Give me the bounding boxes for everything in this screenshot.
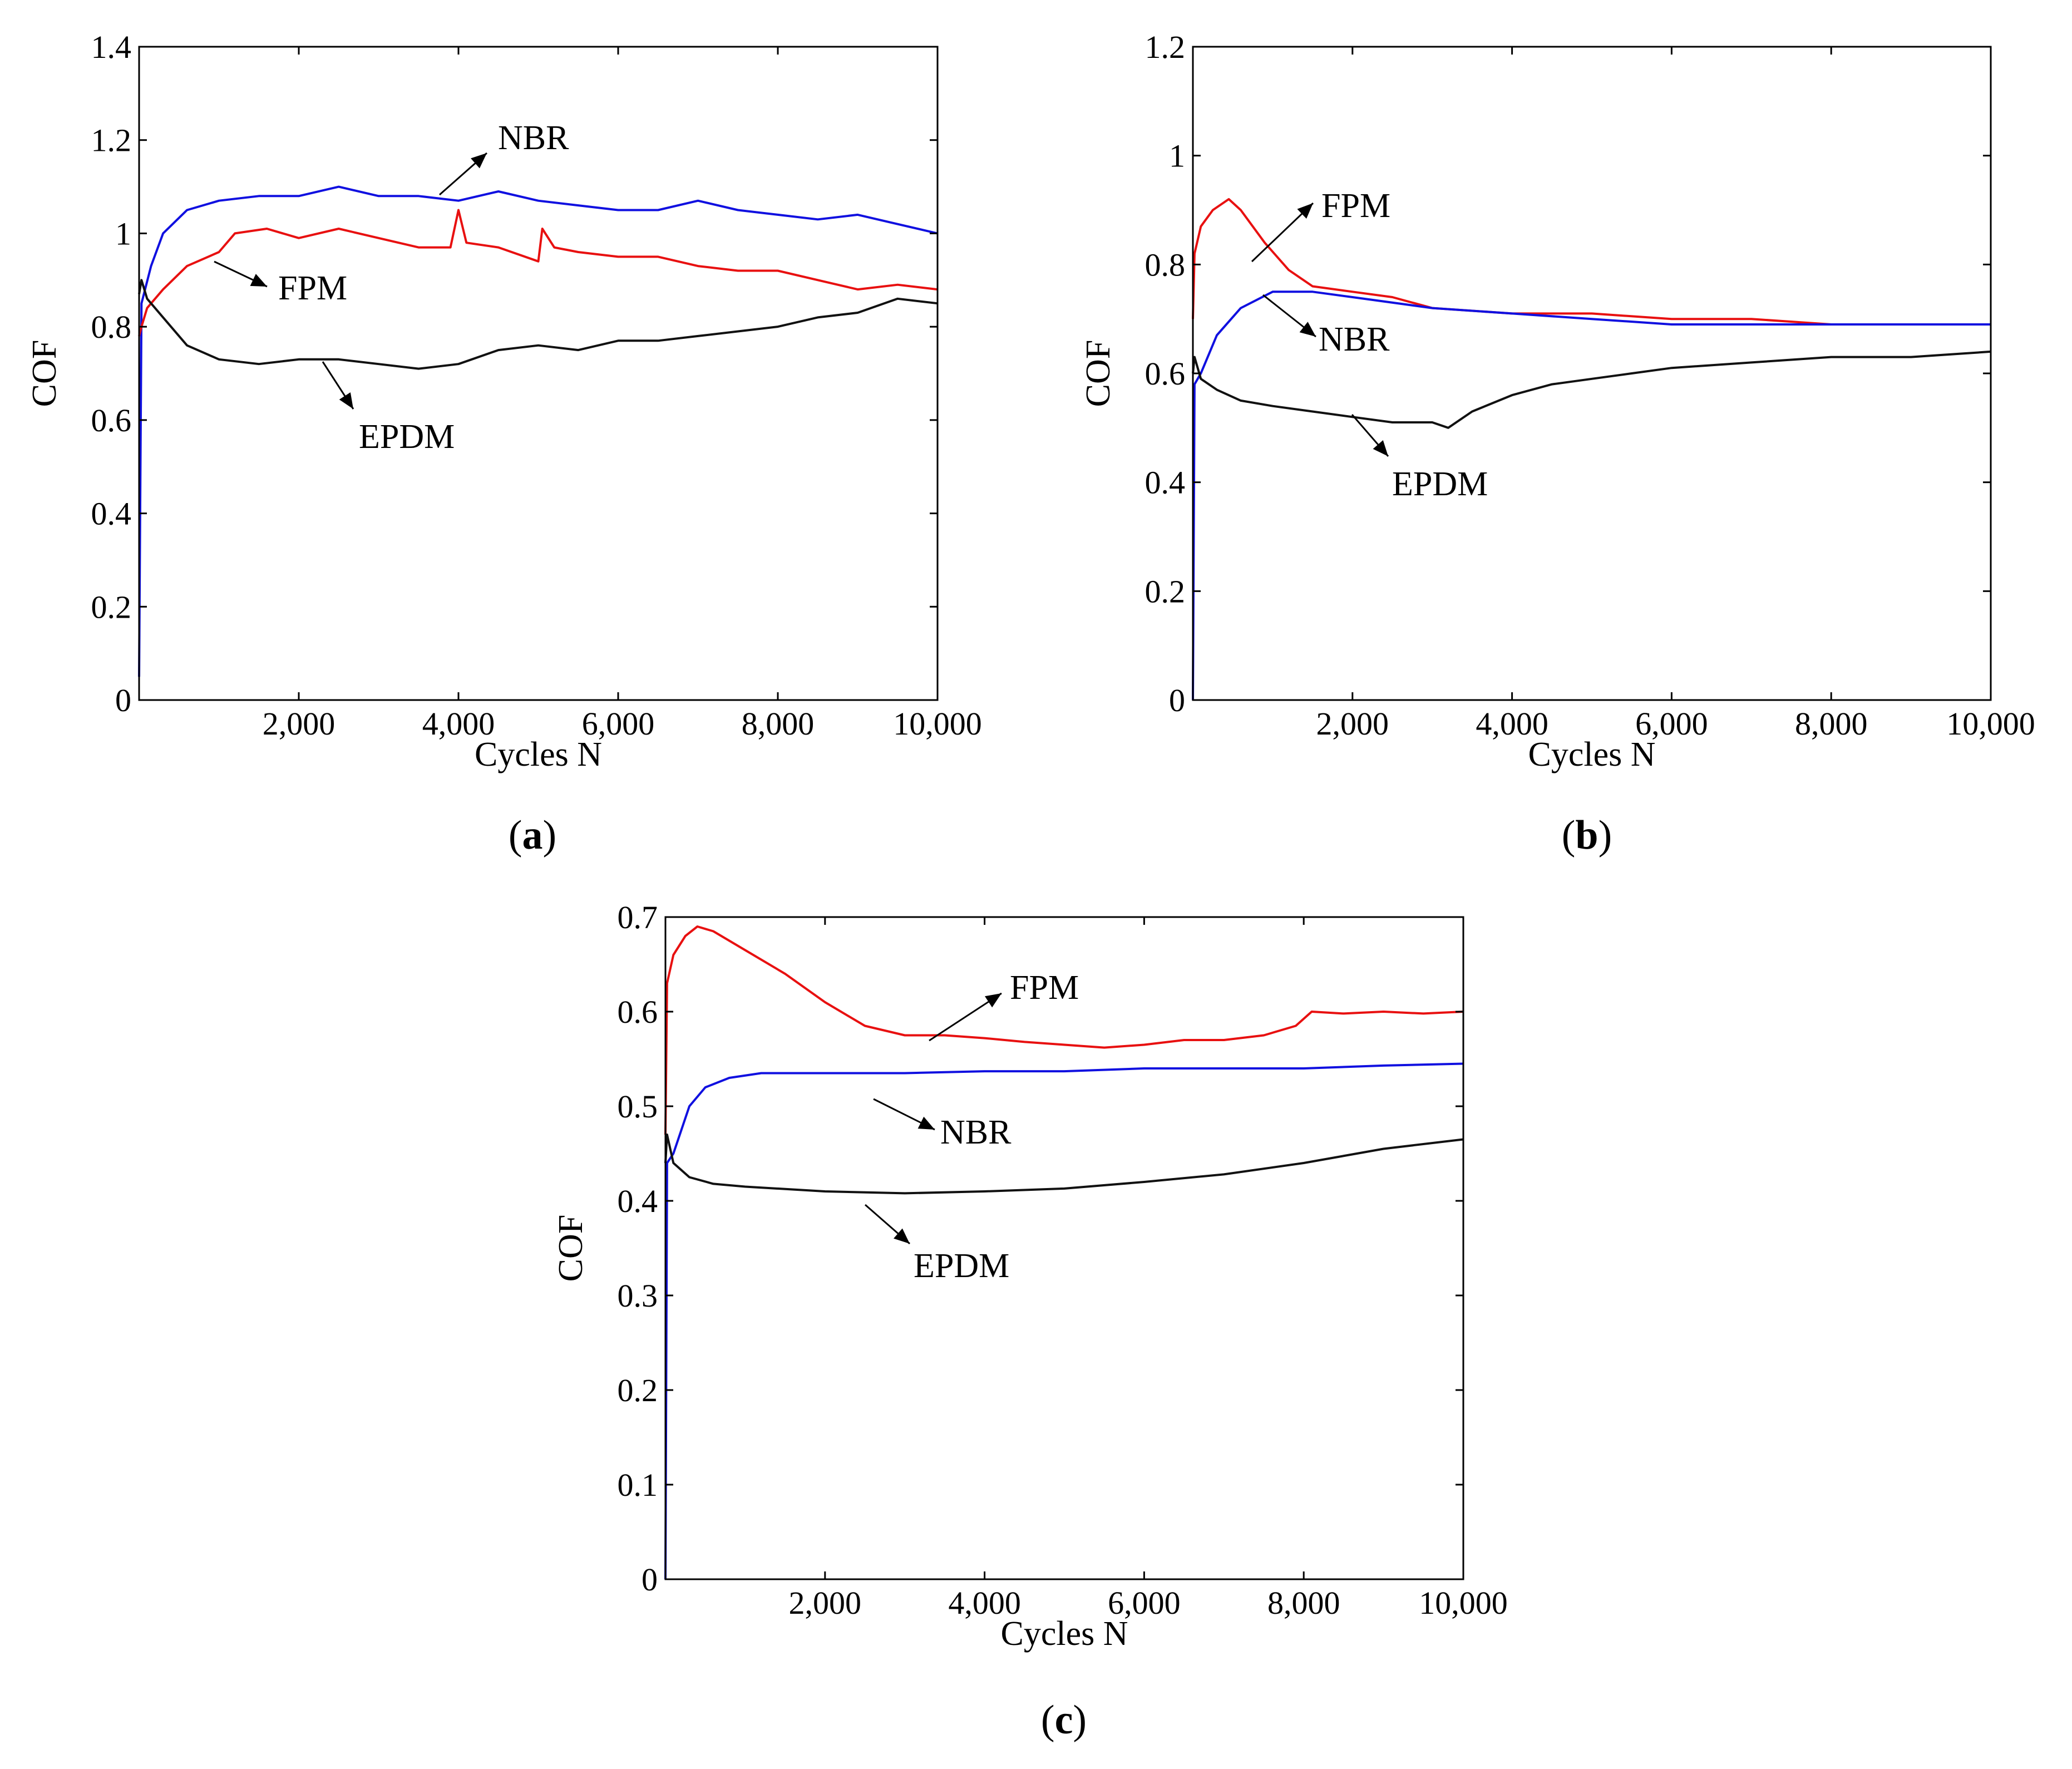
x-tick-label: 6,000 bbox=[1635, 706, 1708, 742]
y-tick-label: 1 bbox=[1169, 138, 1185, 174]
panel-label-letter: b bbox=[1575, 812, 1598, 858]
annotation-arrowhead-epdm bbox=[339, 392, 353, 409]
x-tick-label: 6,000 bbox=[582, 706, 655, 742]
y-tick-label: 1.2 bbox=[91, 122, 132, 159]
y-tick-label: 0.6 bbox=[91, 402, 132, 438]
x-axis-label: Cycles N bbox=[1528, 736, 1655, 773]
panel-label-close-paren: ) bbox=[1073, 1697, 1087, 1743]
series-line-epdm bbox=[1192, 350, 1991, 429]
chart-panel-b: 0 0.2 0.4 0.6 0.8 1 1.2 2,000 4,000 6,000 8,000 10,… bbox=[1079, 29, 2035, 858]
panel-label: (a) bbox=[509, 812, 556, 858]
x-tick-label: 2,000 bbox=[1316, 706, 1389, 742]
y-tick-label: 0 bbox=[1169, 682, 1185, 718]
y-tick-label: 1 bbox=[115, 215, 131, 252]
series-line-fpm bbox=[138, 209, 938, 337]
panel-label-open-paren: ( bbox=[1041, 1697, 1055, 1743]
plot-frame bbox=[138, 46, 939, 701]
annotation-arrowhead-nbr bbox=[1299, 322, 1316, 337]
x-tick-label: 8,000 bbox=[1795, 706, 1868, 742]
panel-label-letter: c bbox=[1055, 1697, 1073, 1743]
x-tick-label: 10,000 bbox=[1946, 706, 2035, 742]
annotation-arrowhead-nbr bbox=[471, 153, 487, 169]
y-tick-label: 0.4 bbox=[1145, 465, 1186, 501]
y-tick-label: 0.2 bbox=[618, 1372, 658, 1408]
annotation-arrowhead-nbr bbox=[917, 1116, 935, 1130]
x-tick-label: 10,000 bbox=[1419, 1585, 1508, 1621]
x-tick-label: 4,000 bbox=[1476, 706, 1548, 742]
y-axis-label: COF bbox=[552, 1215, 590, 1282]
plot-frame bbox=[1192, 46, 1992, 701]
y-tick-label: 0.7 bbox=[618, 899, 658, 935]
y-tick-label: 0.6 bbox=[1145, 356, 1186, 392]
annotation-arrowhead-fpm bbox=[250, 274, 267, 287]
x-tick-label: 6,000 bbox=[1108, 1585, 1181, 1621]
plot-frame bbox=[664, 916, 1464, 1580]
y-tick-label: 0.8 bbox=[91, 309, 132, 345]
x-axis-label: Cycles N bbox=[475, 736, 602, 773]
y-tick-label: 1.2 bbox=[1145, 29, 1186, 65]
curve-label-epdm: EPDM bbox=[359, 418, 455, 456]
y-tick-label: 0 bbox=[642, 1561, 658, 1598]
x-tick-label: 8,000 bbox=[742, 706, 815, 742]
curve-label-fpm: FPM bbox=[1321, 187, 1390, 225]
y-tick-label: 0.2 bbox=[91, 589, 132, 625]
series-line-epdm bbox=[664, 1134, 1464, 1195]
panel-label-open-paren: ( bbox=[1562, 812, 1576, 858]
series-line-epdm bbox=[138, 279, 938, 370]
annotation-arrowhead-epdm bbox=[894, 1228, 910, 1244]
panel-label-open-paren: ( bbox=[509, 812, 522, 858]
y-tick-label: 0.4 bbox=[91, 496, 132, 532]
series-line-nbr bbox=[664, 1062, 1464, 1580]
x-tick-label: 4,000 bbox=[422, 706, 495, 742]
y-tick-label: 0.3 bbox=[618, 1278, 658, 1314]
annotation-arrowhead-fpm bbox=[1297, 203, 1313, 219]
curve-label-epdm: EPDM bbox=[914, 1247, 1009, 1285]
x-tick-label: 2,000 bbox=[789, 1585, 862, 1621]
curve-label-nbr: NBR bbox=[940, 1113, 1012, 1151]
chart-panel-a: 0 0.2 0.4 0.6 0.8 1 1.2 1.4 2,000 4,000 6,000 8,000… bbox=[26, 29, 982, 858]
y-tick-label: 0.8 bbox=[1145, 247, 1186, 283]
panel-label: (c) bbox=[1041, 1697, 1087, 1743]
panel-label-letter: a bbox=[522, 812, 543, 858]
y-axis-label: COF bbox=[26, 340, 63, 407]
panel-label-close-paren: ) bbox=[1599, 812, 1612, 858]
curve-label-fpm: FPM bbox=[278, 269, 347, 307]
panel-label-close-paren: ) bbox=[543, 812, 557, 858]
series-line-nbr bbox=[1192, 290, 1991, 701]
annotation-arrowhead-fpm bbox=[984, 993, 1002, 1008]
x-tick-label: 10,000 bbox=[893, 706, 982, 742]
y-tick-label: 0 bbox=[115, 682, 131, 718]
series-line-nbr bbox=[138, 185, 938, 677]
y-tick-label: 0.4 bbox=[618, 1183, 658, 1219]
x-tick-label: 4,000 bbox=[948, 1585, 1021, 1621]
x-axis-label: Cycles N bbox=[1000, 1615, 1128, 1653]
y-axis-label: COF bbox=[1079, 340, 1117, 407]
annotation-arrowhead-epdm bbox=[1373, 440, 1388, 456]
series-line-fpm bbox=[664, 925, 1464, 1135]
y-tick-label: 1.4 bbox=[91, 29, 132, 65]
curve-label-nbr: NBR bbox=[498, 119, 569, 157]
curve-label-epdm: EPDM bbox=[1392, 465, 1488, 503]
panel-label: (b) bbox=[1562, 812, 1612, 858]
x-tick-label: 8,000 bbox=[1267, 1585, 1340, 1621]
y-tick-label: 0.5 bbox=[618, 1088, 658, 1125]
chart-panel-c: 0 0.1 0.2 0.3 0.4 0.5 0.6 0.7 2,000 4,000 6,000 8,0… bbox=[552, 899, 1508, 1743]
y-tick-label: 0.6 bbox=[618, 994, 658, 1030]
curve-label-fpm: FPM bbox=[1010, 969, 1079, 1007]
curve-label-nbr: NBR bbox=[1319, 321, 1390, 358]
x-tick-label: 2,000 bbox=[263, 706, 336, 742]
y-tick-label: 0.2 bbox=[1145, 573, 1186, 609]
y-tick-label: 0.1 bbox=[618, 1467, 658, 1503]
series-line-fpm bbox=[1192, 198, 1991, 326]
